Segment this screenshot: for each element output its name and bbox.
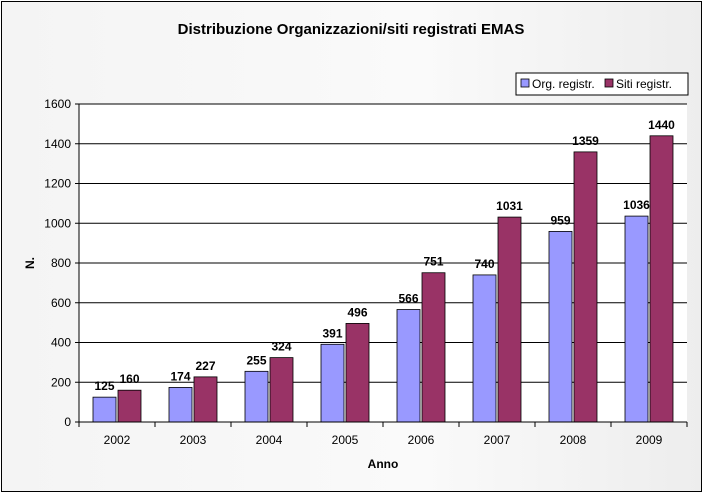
data-label: 1036 — [623, 198, 650, 212]
y-tick-label: 400 — [51, 336, 71, 350]
data-label: 160 — [119, 372, 139, 386]
legend-swatch-siti — [604, 78, 614, 88]
x-tick-label: 2006 — [408, 433, 435, 447]
x-tick-label: 2002 — [104, 433, 131, 447]
y-tick-label: 1600 — [44, 97, 71, 111]
bar-org-2007 — [472, 274, 497, 423]
data-label: 324 — [271, 340, 291, 354]
legend-label-org: Org. registr. — [532, 77, 595, 91]
data-label: 174 — [170, 369, 190, 383]
y-axis-ticks: 0 200 400 600 800 1000 1200 1400 1600 — [44, 97, 79, 429]
data-label: 391 — [322, 326, 342, 340]
bar-siti-2002 — [117, 389, 142, 423]
x-tick-label: 2007 — [484, 433, 511, 447]
bar-org-2006 — [396, 309, 421, 423]
y-tick-label: 0 — [64, 415, 71, 429]
data-labels: 125 160 174 227 255 324 391 496 566 751 740 1031 959… — [94, 118, 675, 393]
x-tick-label: 2008 — [560, 433, 587, 447]
data-label: 566 — [398, 292, 418, 306]
y-tick-label: 600 — [51, 296, 71, 310]
bar-org-2005 — [320, 343, 345, 423]
bar-siti-2009 — [649, 135, 674, 423]
bar-siti-2007 — [497, 216, 522, 423]
y-tick-label: 200 — [51, 375, 71, 389]
data-label: 255 — [246, 353, 266, 367]
x-tick-label: 2004 — [256, 433, 283, 447]
data-label: 959 — [550, 213, 570, 227]
bar-org-2002 — [92, 396, 117, 423]
y-tick-label: 1400 — [44, 137, 71, 151]
legend-swatch-org — [520, 78, 530, 88]
x-tick-label: 2005 — [332, 433, 359, 447]
data-label: 227 — [195, 359, 215, 373]
data-label: 496 — [347, 305, 367, 319]
bar-siti-2004 — [269, 357, 294, 423]
data-label: 1440 — [648, 118, 675, 132]
x-axis-title: Anno — [368, 457, 399, 471]
y-tick-label: 1000 — [44, 216, 71, 230]
bar-org-2009 — [624, 215, 649, 423]
bar-org-2004 — [244, 370, 269, 423]
data-label: 125 — [94, 379, 114, 393]
y-tick-label: 800 — [51, 256, 71, 270]
y-axis-title: N. — [23, 257, 37, 269]
x-tick-label: 2003 — [180, 433, 207, 447]
data-label: 751 — [423, 255, 443, 269]
legend: Org. registr. Siti registr. — [515, 72, 689, 96]
chart-title: Distribuzione Organizzazioni/siti regist… — [178, 21, 525, 38]
x-axis-ticks: 2002 2003 2004 2005 2006 2007 2008 2009 — [78, 422, 688, 447]
data-label: 1359 — [572, 134, 599, 148]
y-tick-label: 1200 — [44, 177, 71, 191]
bars — [92, 135, 674, 423]
data-label: 1031 — [496, 199, 523, 213]
bar-siti-2003 — [193, 376, 218, 423]
data-label: 740 — [474, 257, 494, 271]
legend-box — [515, 72, 689, 96]
x-tick-label: 2009 — [636, 433, 663, 447]
bar-org-2003 — [168, 387, 193, 423]
bar-siti-2008 — [573, 151, 598, 423]
bar-siti-2005 — [345, 323, 370, 423]
legend-label-siti: Siti registr. — [616, 77, 672, 91]
bar-siti-2006 — [421, 272, 446, 423]
bar-org-2008 — [548, 230, 573, 423]
